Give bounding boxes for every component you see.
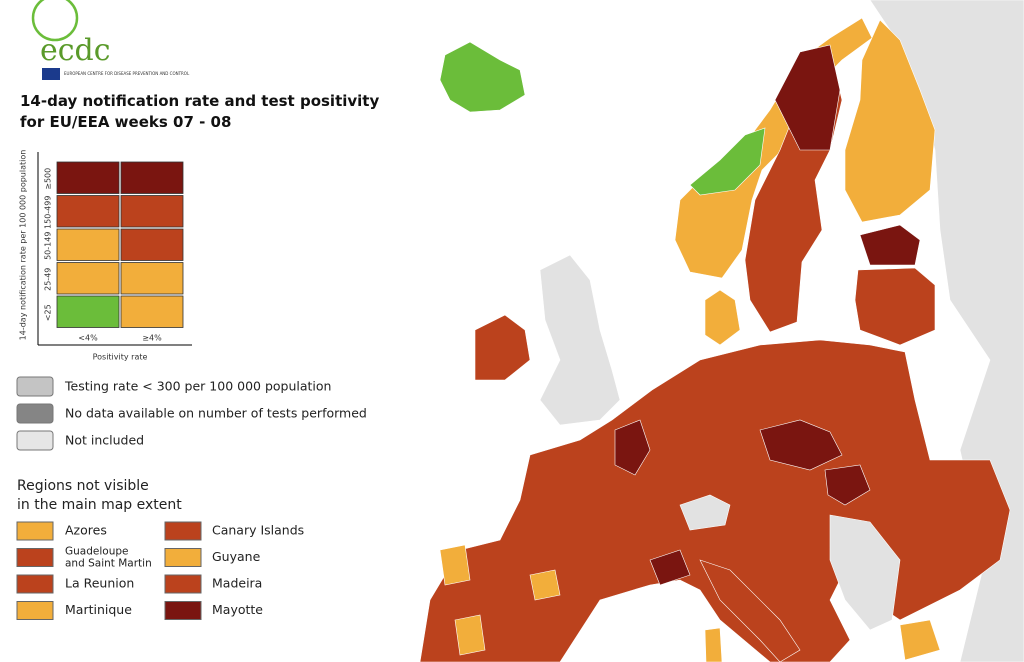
column-label: ≥4% <box>142 334 162 343</box>
region-label: Guadeloupe <box>65 546 128 558</box>
legend-swatch <box>16 376 54 397</box>
region-swatch <box>16 521 54 541</box>
region-label: Guyane <box>212 549 261 564</box>
legend-label: No data available on number of tests per… <box>65 406 367 421</box>
matrix-cell <box>120 195 184 228</box>
finland <box>844 19 936 223</box>
matrix-cell <box>56 295 120 328</box>
uk <box>539 254 621 426</box>
matrix-cell <box>56 161 120 194</box>
iceland <box>439 41 526 113</box>
column-label: <4% <box>78 334 98 343</box>
spain-orange-2 <box>454 614 486 656</box>
spain-orange-3 <box>529 569 561 601</box>
region-swatch <box>16 548 54 567</box>
row-label: <25 <box>44 304 53 321</box>
matrix-cell <box>56 228 120 261</box>
ireland <box>474 314 531 381</box>
sardinia <box>704 627 723 662</box>
legend-label: Not included <box>65 433 144 448</box>
regions-title: in the main map extent <box>17 497 182 513</box>
eu-flag <box>42 68 60 80</box>
legend-swatch <box>16 403 54 424</box>
row-label: 25-49 <box>44 268 53 291</box>
row-label: 50-149 <box>44 232 53 260</box>
denmark <box>704 289 741 346</box>
logo-subtext: EUROPEAN CENTRE FOR DISEASE PREVENTION A… <box>64 71 190 76</box>
norway-green <box>689 127 766 196</box>
region-swatch <box>164 601 202 620</box>
y-axis-label: 14-day notification rate per 100 000 pop… <box>19 150 28 341</box>
italy <box>699 559 801 662</box>
matrix-cell <box>56 195 120 228</box>
matrix-cell <box>56 262 120 295</box>
logo-text: ecdc <box>40 33 111 68</box>
row-label: ≥500 <box>44 168 53 190</box>
region-swatch <box>164 574 202 594</box>
matrix-cell <box>120 295 184 328</box>
region-label: Canary Islands <box>212 523 304 538</box>
sweden-north <box>774 44 841 151</box>
france-east-dark <box>614 419 651 476</box>
region-label: Martinique <box>65 602 132 617</box>
balkans <box>829 514 901 631</box>
region-swatch <box>164 521 202 541</box>
legend-label: Testing rate < 300 per 100 000 populatio… <box>64 379 331 394</box>
region-swatch <box>16 601 54 620</box>
region-label: and Saint Martin <box>65 558 152 570</box>
row-label: 150-499 <box>44 196 53 229</box>
matrix-cell <box>120 228 184 261</box>
spain-orange <box>439 544 471 586</box>
region-swatch <box>16 574 54 594</box>
switzerland <box>679 494 731 531</box>
baltics <box>854 267 936 346</box>
matrix-cell <box>120 262 184 295</box>
hungary-dark <box>824 464 871 506</box>
matrix-cell <box>120 161 184 194</box>
region-label: La Reunion <box>65 576 134 591</box>
region-label: Azores <box>65 523 107 538</box>
title-line: for EU/EEA weeks 07 - 08 <box>20 113 231 131</box>
estonia <box>859 224 921 266</box>
region-label: Madeira <box>212 576 262 591</box>
logo-globe <box>31 0 79 42</box>
regions-title: Regions not visible <box>17 478 149 494</box>
greece-orange <box>899 619 941 661</box>
france-south-dark <box>649 549 691 586</box>
title-line: 14-day notification rate and test positi… <box>20 92 379 110</box>
x-axis-label: Positivity rate <box>93 353 148 362</box>
czechia <box>759 419 843 471</box>
logo: ecdc EUROPEAN CENTRE FOR DISEASE PREVENT… <box>31 0 190 80</box>
legend-swatch <box>16 430 54 451</box>
region-swatch <box>164 548 202 567</box>
matrix: 14-day notification rate per 100 000 pop… <box>19 150 192 362</box>
map <box>419 0 1024 662</box>
region-label: Mayotte <box>212 602 263 617</box>
